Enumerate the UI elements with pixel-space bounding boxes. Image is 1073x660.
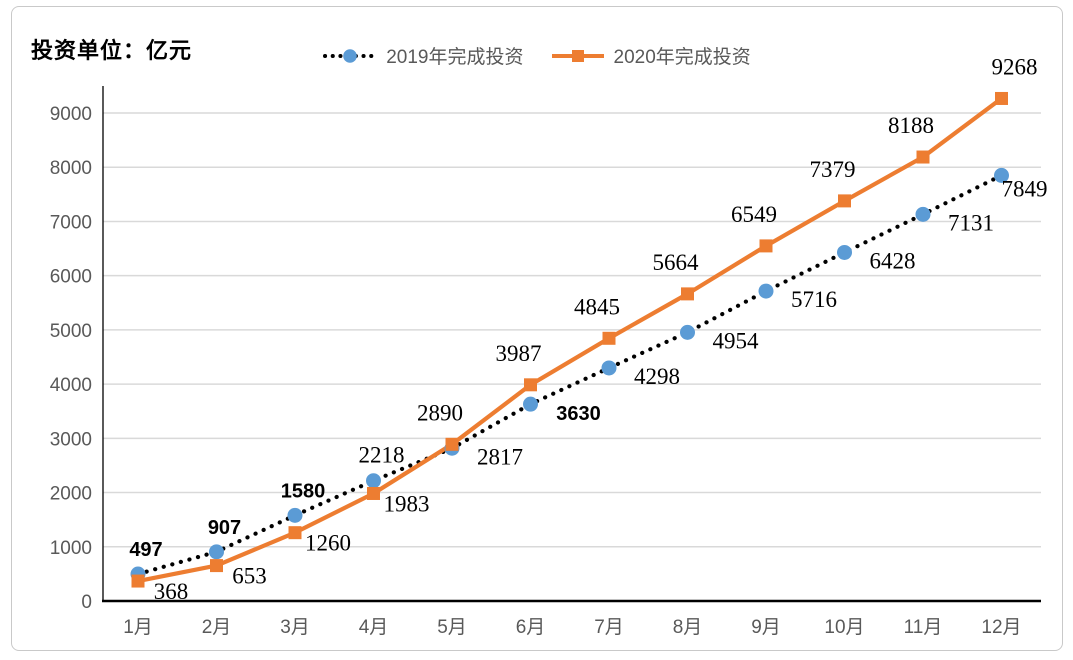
data-point-2019-12月: [994, 167, 1009, 183]
svg-text:5716: 5716: [791, 287, 837, 312]
data-point-2019-7月: [601, 360, 617, 376]
data-point-2020-3月: [288, 526, 302, 540]
svg-text:4845: 4845: [574, 294, 620, 319]
svg-text:2000: 2000: [50, 484, 92, 505]
svg-text:12月: 12月: [981, 617, 1021, 638]
data-point-2020-2月: [210, 559, 223, 573]
svg-text:6000: 6000: [50, 267, 92, 288]
data-point-2020-4月: [367, 486, 380, 500]
svg-text:2218: 2218: [359, 443, 405, 468]
series-2019-markers: [130, 167, 1009, 582]
data-point-2019-2月: [209, 544, 224, 560]
svg-text:2817: 2817: [477, 444, 523, 469]
series-2019-data-labels: 497 907 1580 2218 2817 3630 4298 4954 5716 6428 71…: [129, 176, 1047, 561]
svg-text:5月: 5月: [437, 617, 467, 638]
svg-text:1月: 1月: [123, 617, 153, 638]
svg-text:11月: 11月: [904, 617, 943, 638]
svg-text:8188: 8188: [888, 113, 934, 138]
series-2019-line: [135, 173, 1004, 577]
svg-text:1580: 1580: [281, 480, 326, 502]
solid-square-marker-icon: [551, 49, 604, 62]
data-point-2020-11月: [916, 150, 930, 164]
data-point-2020-10月: [838, 194, 851, 208]
svg-text:3987: 3987: [496, 341, 542, 366]
svg-text:9000: 9000: [50, 104, 92, 125]
legend-item-2020: 2020年完成投资: [550, 42, 751, 69]
unit-label: 投资单位：亿元: [31, 38, 193, 63]
legend-label-2019: 2019年完成投资: [386, 47, 524, 68]
svg-text:4954: 4954: [713, 328, 760, 353]
svg-text:4298: 4298: [634, 364, 680, 389]
svg-text:907: 907: [208, 517, 241, 539]
legend-item-2019: 2019年完成投资: [322, 42, 524, 69]
svg-text:7849: 7849: [1002, 176, 1048, 201]
series-2020-line: [137, 96, 1003, 584]
data-point-2019-4月: [366, 473, 381, 489]
series-2020-data-labels: 368 653 1260 1983 2890 3987 4845 5664 6549 7379 81…: [154, 54, 1038, 604]
data-point-2020-8月: [681, 287, 694, 301]
data-point-2019-8月: [680, 324, 695, 340]
svg-text:0: 0: [81, 592, 92, 613]
svg-text:2月: 2月: [202, 617, 232, 638]
svg-text:6549: 6549: [731, 202, 777, 227]
y-axis-tick-labels: 0 1000 2000 3000 4000 5000 6000 7000 8000 9000: [50, 104, 92, 613]
svg-text:1000: 1000: [50, 538, 92, 559]
data-point-2020-7月: [602, 331, 616, 345]
data-point-2020-1月: [131, 574, 145, 588]
legend-label-2020: 2020年完成投资: [613, 47, 751, 68]
svg-text:4月: 4月: [359, 617, 389, 638]
series-2020-markers: [131, 91, 1008, 588]
svg-text:3000: 3000: [50, 429, 92, 450]
svg-text:7379: 7379: [810, 157, 856, 182]
svg-text:3630: 3630: [556, 403, 601, 425]
svg-text:2890: 2890: [417, 400, 463, 425]
svg-text:6月: 6月: [516, 617, 546, 638]
svg-text:4000: 4000: [50, 375, 92, 396]
data-point-2020-12月: [995, 91, 1008, 105]
svg-text:9月: 9月: [751, 617, 781, 638]
data-point-2019-11月: [915, 206, 931, 222]
svg-text:9268: 9268: [992, 54, 1038, 79]
svg-text:7月: 7月: [594, 617, 624, 638]
data-point-2020-9月: [759, 239, 773, 253]
svg-text:1260: 1260: [305, 531, 351, 556]
svg-text:3月: 3月: [280, 617, 310, 638]
svg-text:10月: 10月: [824, 617, 864, 638]
svg-text:5000: 5000: [50, 321, 92, 342]
svg-text:1983: 1983: [384, 491, 430, 516]
dotted-circle-marker-icon: [323, 48, 378, 63]
svg-text:8月: 8月: [673, 617, 703, 638]
svg-text:653: 653: [232, 564, 267, 589]
data-point-2019-6月: [523, 396, 538, 412]
gridlines: [103, 112, 1041, 548]
svg-text:497: 497: [129, 539, 162, 561]
svg-text:6428: 6428: [870, 248, 916, 273]
data-point-2019-10月: [837, 244, 852, 260]
data-point-2020-6月: [524, 378, 537, 392]
legend: 2019年完成投资 2020年完成投资: [0, 42, 1073, 69]
svg-text:5664: 5664: [653, 250, 700, 275]
svg-text:8000: 8000: [50, 158, 92, 179]
data-point-2020-5月: [445, 437, 459, 451]
svg-text:7000: 7000: [50, 212, 92, 233]
svg-text:7131: 7131: [948, 210, 994, 235]
data-point-2019-9月: [758, 283, 774, 299]
x-axis-tick-labels: 1月 2月 3月 4月 5月 6月 7月 8月 9月 10月 11月 12月: [123, 617, 1021, 638]
data-point-2019-3月: [287, 507, 303, 523]
svg-text:368: 368: [154, 579, 189, 604]
